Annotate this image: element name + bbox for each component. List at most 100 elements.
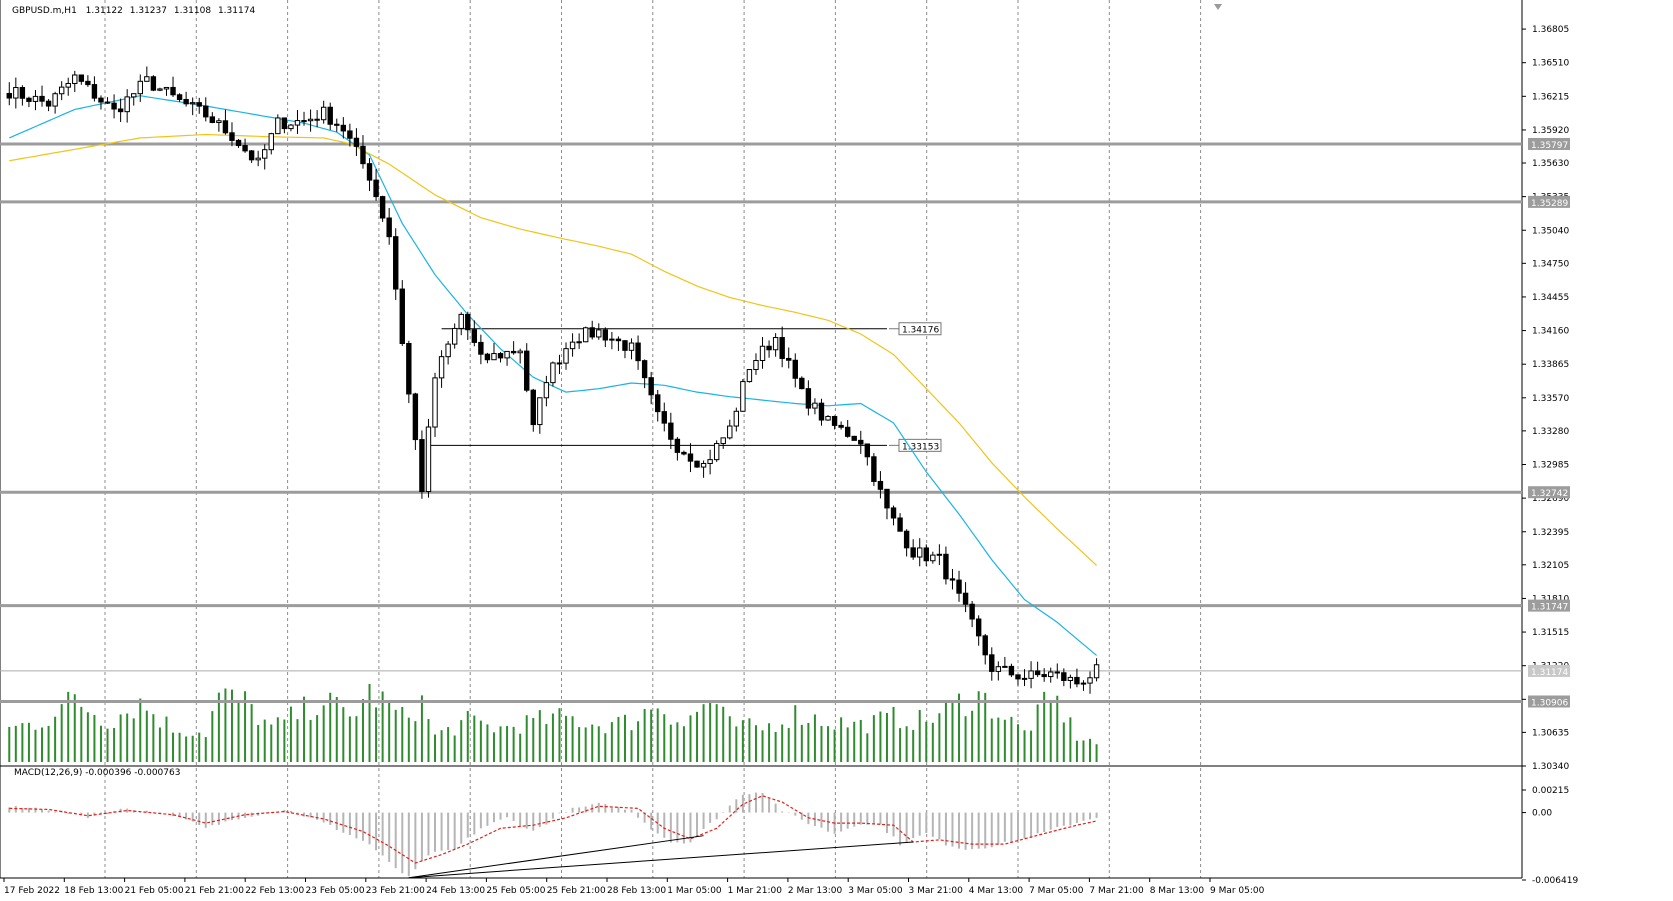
candle-body <box>713 443 720 461</box>
price-tick-label: 1.31515 <box>1532 628 1569 638</box>
time-axis: 17 Feb 2022 18 Feb 13:00 21 Feb 05:00 21 Fe… <box>3 878 1265 896</box>
candle-body <box>858 439 864 445</box>
candle-body <box>275 117 281 135</box>
time-tick-label: 4 Mar 13:00 <box>969 886 1024 896</box>
candle-body <box>864 443 871 458</box>
candle-body <box>6 92 12 99</box>
candle-body <box>989 654 995 672</box>
candle-body <box>248 150 255 161</box>
candle-body <box>740 381 746 412</box>
candle-body <box>746 369 753 383</box>
time-tick-label: 1 Mar 21:00 <box>728 886 783 896</box>
candle-body <box>648 377 654 396</box>
level-label-bg <box>1528 599 1570 612</box>
current-price-label-bg <box>1528 664 1570 677</box>
candle-body <box>379 196 386 219</box>
candle-body <box>655 394 661 413</box>
price-tick-label: 1.32395 <box>1532 528 1569 538</box>
volume-series <box>8 684 1098 762</box>
candle-body <box>386 217 392 238</box>
price-tick-label: 1.32690 <box>1532 494 1569 504</box>
candle-body <box>1054 671 1060 674</box>
chart-shift-marker <box>1214 4 1222 10</box>
candle-body <box>910 547 916 558</box>
candle-body <box>641 360 648 379</box>
time-tick-label: 7 Mar 21:00 <box>1089 886 1144 896</box>
candle-body <box>32 95 39 102</box>
candle-body <box>1074 676 1080 685</box>
time-tick-label: 23 Feb 21:00 <box>366 886 425 896</box>
price-tick-label: 1.33865 <box>1532 360 1569 370</box>
candle-body <box>917 547 923 558</box>
level-label: 1.35797 <box>1531 141 1568 151</box>
candle-body <box>445 343 451 358</box>
price-tick-label: 1.35630 <box>1532 159 1569 169</box>
candle-body <box>262 149 268 159</box>
candle-body <box>229 132 235 141</box>
macd-signal-line <box>9 795 1097 864</box>
candle-body <box>157 88 163 91</box>
low-value: 1.31108 <box>173 6 212 16</box>
candle-body <box>1061 672 1067 681</box>
price-tick-label: 1.33570 <box>1532 394 1569 404</box>
candle-body <box>189 102 196 105</box>
candle-body <box>759 345 766 362</box>
candle-body <box>72 74 78 84</box>
candle-body <box>458 313 464 329</box>
candle-body <box>360 145 366 165</box>
level-label-bg <box>1528 195 1570 208</box>
candle-body <box>576 341 582 344</box>
candle-body <box>753 360 759 371</box>
candle-body <box>117 108 124 113</box>
time-tick-label: 2 Mar 13:00 <box>788 886 843 896</box>
candle-body <box>510 350 517 354</box>
candle-body <box>517 350 523 354</box>
candle-body <box>596 329 602 338</box>
candle-body <box>307 118 314 122</box>
candle-body <box>58 86 65 95</box>
candle-body <box>131 93 137 98</box>
level-label: 1.35289 <box>1531 199 1568 209</box>
time-tick-label: 17 Feb 2022 <box>4 886 60 896</box>
candle-body <box>419 439 425 493</box>
candle-body <box>98 97 104 103</box>
price-tick-label: 1.34455 <box>1532 293 1569 303</box>
time-tick-label: 24 Feb 13:00 <box>426 886 485 896</box>
candle-body <box>393 236 399 290</box>
candle-body <box>1021 677 1028 680</box>
candle-body <box>962 592 969 605</box>
candle-body <box>609 338 615 341</box>
candle-body <box>903 530 910 549</box>
candle-body <box>242 145 248 152</box>
candle-body <box>255 157 261 161</box>
candle-body <box>1093 664 1100 679</box>
range-label-box <box>898 322 942 336</box>
candle-body <box>465 313 471 331</box>
candle-body <box>825 415 831 421</box>
candle-body <box>635 342 641 362</box>
time-tick-label: 3 Mar 21:00 <box>909 886 964 896</box>
macd-tick-label: 0.00215 <box>1532 786 1569 796</box>
candle-body <box>818 402 825 421</box>
time-tick-label: 7 Mar 05:00 <box>1029 886 1084 896</box>
price-tick-label: 1.35920 <box>1532 126 1569 136</box>
candle-body <box>268 133 274 151</box>
candle-body <box>661 411 667 424</box>
candle-body <box>209 116 216 124</box>
candle-body <box>930 554 936 562</box>
candle-body <box>484 353 491 361</box>
candle-body <box>530 389 536 426</box>
candle-body <box>628 342 635 351</box>
current-price-label: 1.31174 <box>1531 668 1568 678</box>
level-label: 1.32742 <box>1531 489 1568 499</box>
candle-body <box>91 84 98 99</box>
candle-body <box>1015 674 1021 680</box>
candle-body <box>150 76 157 91</box>
candle-body <box>975 618 982 637</box>
candle-body <box>556 362 563 365</box>
level-label: 1.30906 <box>1531 698 1568 708</box>
candle-body <box>582 327 589 343</box>
